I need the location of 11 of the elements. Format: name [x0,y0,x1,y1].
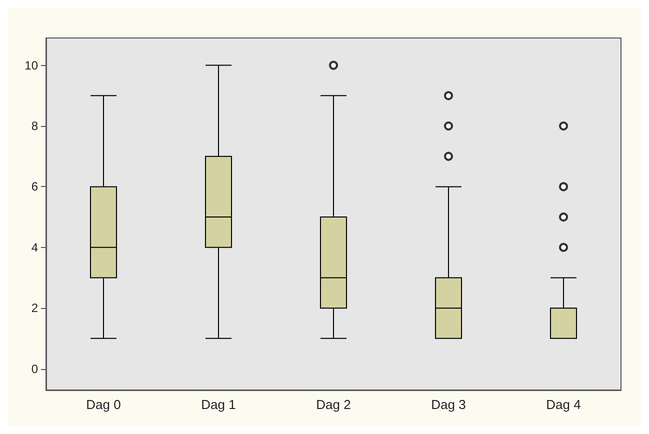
x-tick-label: Dag 3 [431,397,466,412]
y-tick-label: 6 [31,180,38,194]
y-tick-label: 2 [31,301,38,316]
x-tick-label: Dag 1 [201,397,236,412]
y-tick-label: 0 [31,362,38,376]
x-tick-label: Dag 4 [546,397,581,412]
y-tick-label: 4 [31,240,38,254]
y-tick-label: 8 [31,119,38,133]
x-tick-label: Dag 0 [86,397,121,412]
x-tick-label: Dag 2 [316,397,351,412]
y-tick-label: 10 [24,58,38,72]
